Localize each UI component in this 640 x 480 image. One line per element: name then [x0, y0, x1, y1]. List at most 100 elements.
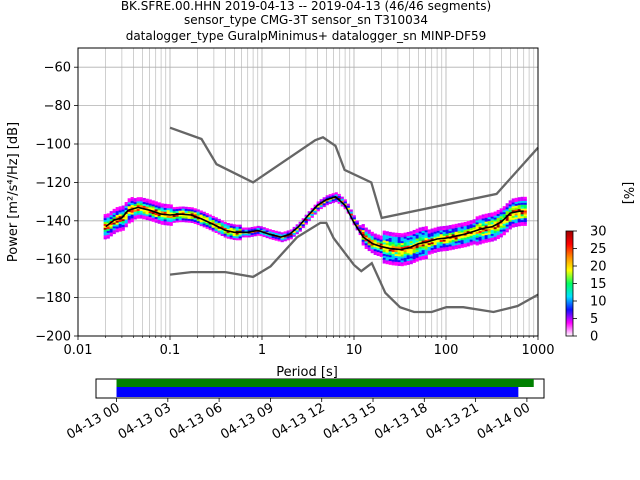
histogram-cell — [280, 239, 284, 243]
y-tick-label: −140 — [35, 214, 71, 229]
histogram-cell — [454, 229, 458, 232]
histogram-cell — [415, 249, 419, 253]
histogram-cell — [382, 232, 386, 235]
histogram-cell — [124, 217, 128, 220]
histogram-cell — [178, 208, 182, 211]
histogram-cell — [220, 231, 224, 235]
histogram-cell — [406, 256, 410, 260]
histogram-cell — [253, 226, 257, 229]
histogram-cell — [181, 214, 185, 217]
histogram-cell — [523, 210, 527, 213]
histogram-cell — [382, 257, 386, 260]
histogram-cell — [433, 229, 437, 232]
histogram-cell — [490, 212, 494, 215]
histogram-cell — [418, 238, 422, 242]
histogram-cell — [205, 218, 209, 222]
histogram-cell — [409, 240, 413, 244]
histogram-cell — [232, 228, 236, 231]
histogram-cell — [406, 243, 410, 246]
histogram-cell — [442, 233, 446, 236]
histogram-cell — [172, 207, 176, 210]
histogram-cell — [445, 231, 449, 234]
histogram-cell — [424, 255, 428, 258]
histogram-cell — [328, 196, 332, 199]
histogram-cell — [376, 238, 380, 241]
histogram-cell — [292, 234, 296, 237]
histogram-cell — [478, 234, 482, 237]
histogram-cell — [316, 207, 320, 210]
histogram-cell — [412, 249, 416, 252]
histogram-cell — [169, 212, 173, 215]
histogram-cell — [427, 244, 431, 247]
histogram-cell — [484, 223, 488, 226]
histogram-cell — [163, 205, 167, 208]
histogram-cell — [421, 240, 425, 243]
histogram-cell — [409, 242, 413, 245]
histogram-cell — [391, 249, 395, 252]
histogram-cell — [514, 205, 518, 208]
histogram-cell — [223, 223, 227, 226]
histogram-cell — [448, 238, 452, 241]
histogram-cell — [430, 245, 434, 249]
histogram-cell — [331, 195, 335, 198]
histogram-cell — [154, 203, 158, 206]
histogram-cell — [409, 254, 413, 257]
histogram-cell — [463, 225, 467, 229]
histogram-cell — [388, 253, 392, 256]
histogram-cell — [184, 208, 188, 211]
colorbar-label: [%] — [620, 182, 635, 205]
histogram-cell — [145, 206, 149, 209]
histogram-cell — [442, 243, 446, 246]
histogram-cell — [454, 244, 458, 248]
histogram-cell — [457, 227, 461, 230]
y-axis-label: Power [m²/s⁴/Hz] [dB] — [6, 122, 21, 262]
histogram-cell — [403, 236, 407, 239]
histogram-cell — [229, 233, 233, 236]
histogram-cell — [466, 238, 470, 241]
histogram-cell — [106, 217, 110, 220]
histogram-cell — [367, 237, 371, 240]
histogram-cell — [109, 228, 113, 231]
histogram-cell — [103, 225, 107, 228]
histogram-cell — [232, 230, 236, 233]
histogram-cell — [427, 252, 431, 255]
histogram-cell — [484, 230, 488, 234]
histogram-cell — [493, 236, 497, 239]
histogram-cell — [514, 203, 518, 206]
histogram-cell — [349, 213, 353, 216]
histogram-cell — [481, 231, 485, 234]
histogram-cell — [403, 234, 407, 237]
histogram-cell — [175, 220, 179, 223]
histogram-cell — [397, 246, 401, 249]
histogram-cell — [469, 243, 473, 246]
histogram-cell — [481, 237, 485, 240]
histogram-cell — [154, 220, 158, 223]
histogram-cell — [436, 226, 440, 229]
histogram-cell — [199, 223, 203, 227]
histogram-cell — [289, 235, 293, 238]
histogram-cell — [418, 231, 422, 234]
histogram-cell — [163, 222, 167, 226]
histogram-cell — [229, 229, 233, 232]
histogram-cell — [388, 243, 392, 246]
histogram-cell — [136, 202, 140, 206]
histogram-cell — [148, 210, 152, 214]
histogram-cell — [310, 211, 314, 214]
histogram-cell — [283, 237, 287, 240]
histogram-cell — [385, 260, 389, 263]
histogram-cell — [391, 253, 395, 256]
histogram-cell — [271, 237, 275, 240]
histogram-cell — [520, 208, 524, 211]
histogram-cell — [496, 209, 500, 213]
histogram-cell — [208, 226, 212, 229]
histogram-cell — [133, 199, 137, 203]
histogram-cell — [481, 225, 485, 229]
histogram-cell — [493, 234, 497, 237]
histogram-cell — [406, 253, 410, 256]
histogram-cell — [226, 222, 230, 226]
histogram-cell — [418, 250, 422, 253]
histogram-cell — [394, 232, 398, 235]
histogram-cell — [193, 210, 197, 213]
histogram-cell — [127, 198, 131, 201]
histogram-cell — [511, 213, 515, 217]
